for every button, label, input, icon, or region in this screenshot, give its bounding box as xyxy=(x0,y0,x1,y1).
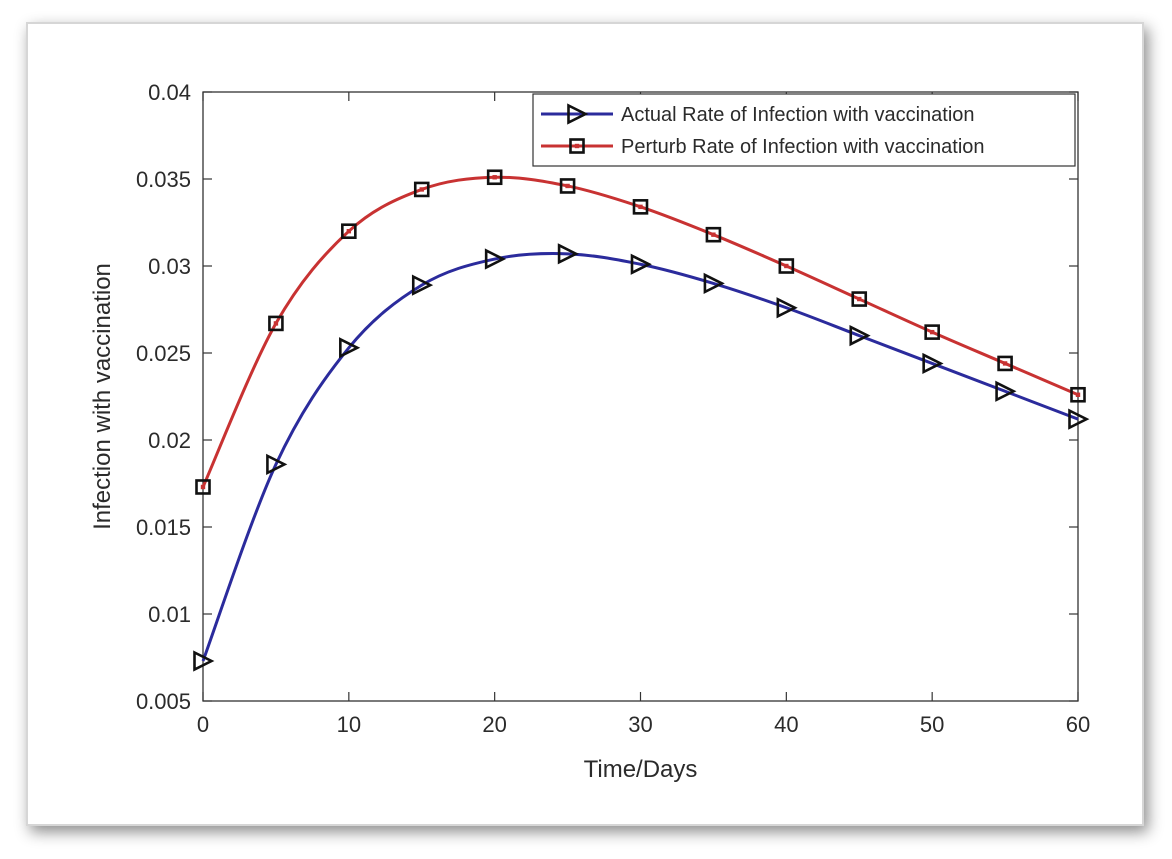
data-point xyxy=(484,248,507,270)
x-tick-label: 60 xyxy=(1066,712,1090,737)
data-point xyxy=(193,650,215,672)
y-axis: 0.005 0.01 0.015 0.02 0.025 0.03 0.035 0.04 xyxy=(136,80,1078,714)
data-point xyxy=(924,324,940,340)
legend: Actual Rate of Infection with vaccinatio… xyxy=(532,93,1076,167)
data-point xyxy=(559,178,576,194)
x-axis-label: Time/Days xyxy=(584,756,698,783)
series-line xyxy=(201,175,1079,488)
legend-marker-center xyxy=(574,143,580,149)
data-point xyxy=(776,297,798,319)
data-point xyxy=(851,291,868,307)
data-point-center xyxy=(273,321,279,326)
series-2 xyxy=(195,169,1086,495)
data-point xyxy=(411,274,434,296)
series-line xyxy=(201,252,1079,662)
data-point-center xyxy=(565,183,570,189)
data-point xyxy=(705,226,722,243)
y-tick-label: 0.03 xyxy=(148,254,191,279)
series-1 xyxy=(193,243,1090,672)
y-tick-label: 0.04 xyxy=(148,80,191,105)
x-axis: 0 10 20 30 40 50 60 xyxy=(197,92,1090,737)
data-point xyxy=(630,253,652,275)
data-point xyxy=(997,355,1013,372)
legend-marker xyxy=(567,103,589,125)
data-point-center xyxy=(419,187,424,192)
y-tick-label: 0.005 xyxy=(136,689,191,714)
x-tick-label: 40 xyxy=(774,712,798,737)
data-point-center xyxy=(638,204,643,210)
legend-box xyxy=(532,93,1076,167)
data-point xyxy=(268,315,284,332)
data-point xyxy=(778,258,795,274)
data-point-center xyxy=(784,263,789,269)
data-point xyxy=(995,380,1017,402)
data-point-center xyxy=(711,232,716,237)
x-tick-label: 10 xyxy=(337,712,361,737)
data-point xyxy=(266,453,288,475)
data-point-center xyxy=(1075,392,1081,397)
plot-area xyxy=(202,91,1079,702)
data-point-center xyxy=(929,329,935,335)
plot-box xyxy=(202,91,1079,702)
data-point-center xyxy=(346,229,352,234)
legend-label: Actual Rate of Infection with vaccinatio… xyxy=(621,104,975,126)
y-tick-label: 0.015 xyxy=(136,515,191,540)
data-point xyxy=(849,324,871,347)
figure-frame: 0 10 20 30 40 50 60 0.005 0.01 0.015 0.02 0.025 0.0… xyxy=(28,24,1142,824)
data-point xyxy=(922,352,944,375)
legend-marker xyxy=(569,138,585,154)
x-tick-label: 50 xyxy=(920,712,944,737)
data-point xyxy=(1070,386,1086,403)
data-point xyxy=(557,243,579,265)
line-chart: 0 10 20 30 40 50 60 0.0050.010.0150.020.0250.0… xyxy=(89,80,1090,783)
data-point xyxy=(1068,408,1090,430)
data-point-center xyxy=(1002,361,1008,366)
x-tick-label: 20 xyxy=(482,712,506,737)
data-point xyxy=(413,181,430,198)
data-point xyxy=(486,169,503,186)
data-point-center xyxy=(492,175,497,180)
data-point xyxy=(632,199,649,215)
data-point-center xyxy=(857,296,862,302)
data-point xyxy=(195,479,211,495)
y-tick-label: 0.025 xyxy=(136,341,191,366)
data-point xyxy=(341,223,357,239)
x-tick-label: 0 xyxy=(197,712,209,737)
data-point xyxy=(703,272,725,295)
y-axis-label: Infection with vaccination xyxy=(89,263,116,530)
legend-label: Perturb Rate of Infection with vaccinati… xyxy=(621,136,985,158)
y-tick-label: 0.035 xyxy=(136,167,191,192)
data-point xyxy=(339,337,361,359)
series-layer xyxy=(193,169,1090,672)
legend-item: Actual Rate of Infection with vaccinatio… xyxy=(541,103,975,126)
y-tick-label: 0.02 xyxy=(148,428,191,453)
x-tick-label: 30 xyxy=(628,712,652,737)
legend-item: Perturb Rate of Infection with vaccinati… xyxy=(541,136,985,158)
y-tick-label: 0.01 xyxy=(148,602,191,627)
data-point-center xyxy=(200,484,206,490)
